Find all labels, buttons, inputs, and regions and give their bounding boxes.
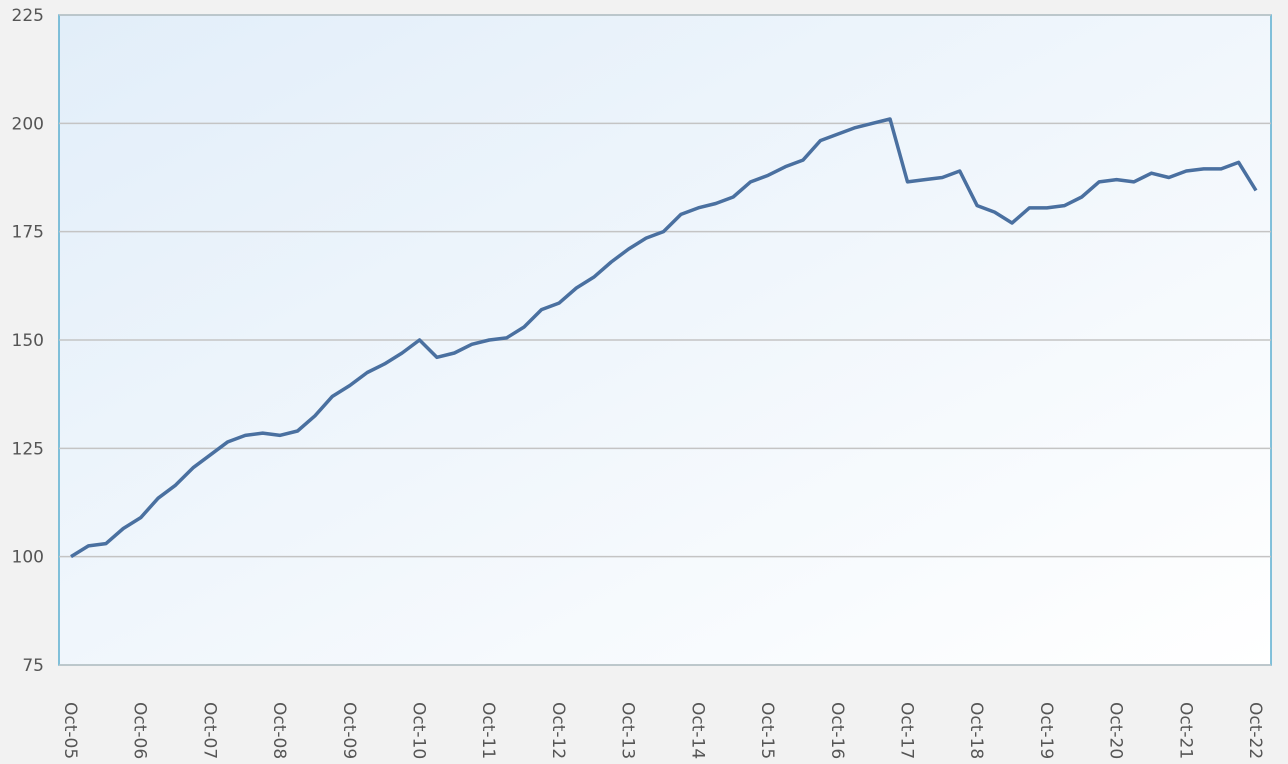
y-tick-label: 75: [22, 656, 44, 676]
x-tick-label: Oct-05: [60, 702, 80, 759]
x-tick-label: Oct-14: [687, 702, 707, 759]
x-tick-label: Oct-21: [1175, 702, 1195, 759]
x-tick-label: Oct-22: [1245, 702, 1265, 759]
x-tick-label: Oct-20: [1106, 702, 1126, 759]
y-tick-label: 175: [12, 223, 44, 243]
x-tick-label: Oct-18: [966, 702, 986, 759]
x-tick-label: Oct-09: [339, 702, 359, 759]
line-series: [70, 117, 1258, 559]
y-tick-label: 150: [12, 331, 44, 351]
x-tick-label: Oct-07: [199, 702, 219, 759]
x-tick-label: Oct-11: [478, 702, 498, 759]
y-tick-label: 100: [12, 548, 44, 568]
x-tick-label: Oct-06: [130, 702, 150, 759]
x-tick-label: Oct-12: [548, 702, 568, 759]
x-tick-label: Oct-15: [757, 702, 777, 759]
y-tick-label: 200: [12, 114, 44, 134]
x-tick-label: Oct-17: [896, 702, 916, 759]
x-tick-label: Oct-13: [618, 702, 638, 759]
x-tick-label: Oct-08: [269, 702, 289, 759]
x-tick-label: Oct-10: [409, 702, 429, 759]
y-tick-label: 125: [12, 439, 44, 459]
x-tick-label: Oct-16: [827, 702, 847, 759]
y-tick-label: 225: [12, 6, 44, 26]
x-tick-label: Oct-19: [1036, 702, 1056, 759]
